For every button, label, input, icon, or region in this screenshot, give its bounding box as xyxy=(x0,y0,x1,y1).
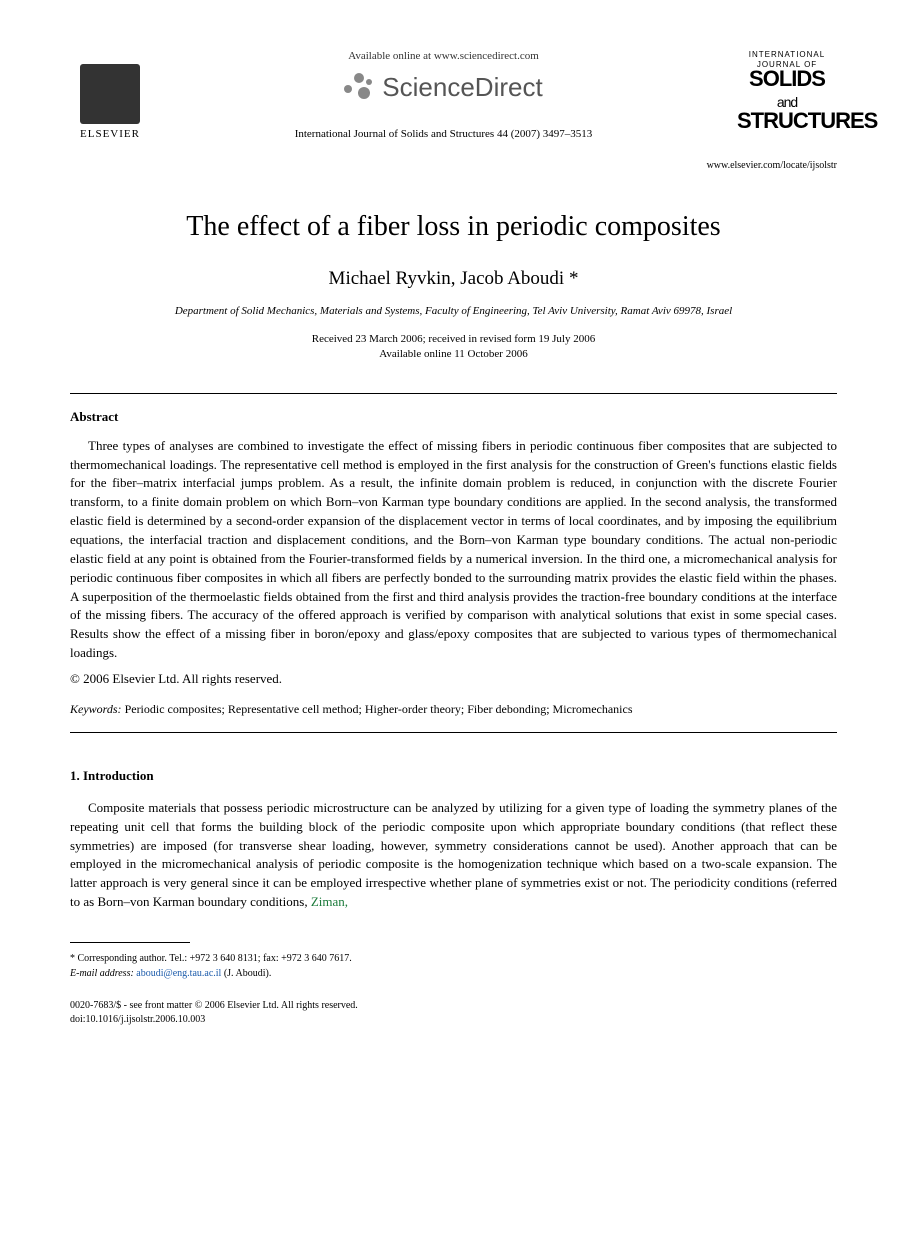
elsevier-tree-icon xyxy=(80,64,140,124)
divider-top xyxy=(70,393,837,394)
center-header: Available online at www.sciencedirect.co… xyxy=(150,50,737,145)
citation-line: International Journal of Solids and Stru… xyxy=(170,128,717,140)
keywords-label: Keywords: xyxy=(70,702,122,716)
dates-online: Available online 11 October 2006 xyxy=(70,347,837,362)
email-line: E-mail address: aboudi@eng.tau.ac.il (J.… xyxy=(70,966,837,981)
footnote-block: * Corresponding author. Tel.: +972 3 640… xyxy=(70,951,837,981)
divider-bottom xyxy=(70,732,837,733)
email-suffix: (J. Aboudi). xyxy=(221,968,271,979)
footer-doi: doi:10.1016/j.ijsolstr.2006.10.003 xyxy=(70,1013,837,1027)
abstract-heading: Abstract xyxy=(70,409,837,425)
footnote-divider xyxy=(70,942,190,943)
affiliation: Department of Solid Mechanics, Materials… xyxy=(70,305,837,317)
journal-cover: INTERNATIONAL JOURNAL OF SOLIDS and STRU… xyxy=(737,50,837,132)
elsevier-logo: ELSEVIER xyxy=(70,50,150,140)
abstract-text: Three types of analyses are combined to … xyxy=(70,437,837,663)
article-title: The effect of a fiber loss in periodic c… xyxy=(70,211,837,243)
authors: Michael Ryvkin, Jacob Aboudi * xyxy=(70,268,837,290)
dates-received: Received 23 March 2006; received in revi… xyxy=(70,332,837,347)
journal-solids: SOLIDS and xyxy=(737,69,837,111)
corresponding-author: * Corresponding author. Tel.: +972 3 640… xyxy=(70,951,837,966)
footer-issn: 0020-7683/$ - see front matter © 2006 El… xyxy=(70,999,837,1013)
footer-block: 0020-7683/$ - see front matter © 2006 El… xyxy=(70,999,837,1027)
introduction-heading: 1. Introduction xyxy=(70,768,837,784)
introduction-text: Composite materials that possess periodi… xyxy=(70,799,837,912)
sciencedirect-text: ScienceDirect xyxy=(382,72,542,103)
keywords-text: Periodic composites; Representative cell… xyxy=(122,702,633,716)
email-label: E-mail address: xyxy=(70,968,134,979)
sciencedirect-brand: ScienceDirect xyxy=(170,72,717,103)
journal-structures: STRUCTURES xyxy=(737,111,837,132)
available-online-text: Available online at www.sciencedirect.co… xyxy=(170,50,717,62)
header-row: ELSEVIER Available online at www.science… xyxy=(70,50,837,145)
email-link[interactable]: aboudi@eng.tau.ac.il xyxy=(136,968,221,979)
elsevier-text: ELSEVIER xyxy=(80,128,140,140)
article-dates: Received 23 March 2006; received in revi… xyxy=(70,332,837,363)
sciencedirect-icon xyxy=(344,73,374,103)
citation-link[interactable]: Ziman, xyxy=(311,894,348,909)
abstract-copyright: © 2006 Elsevier Ltd. All rights reserved… xyxy=(70,671,837,687)
journal-url[interactable]: www.elsevier.com/locate/ijsolstr xyxy=(70,160,837,171)
keywords: Keywords: Periodic composites; Represent… xyxy=(70,702,837,717)
